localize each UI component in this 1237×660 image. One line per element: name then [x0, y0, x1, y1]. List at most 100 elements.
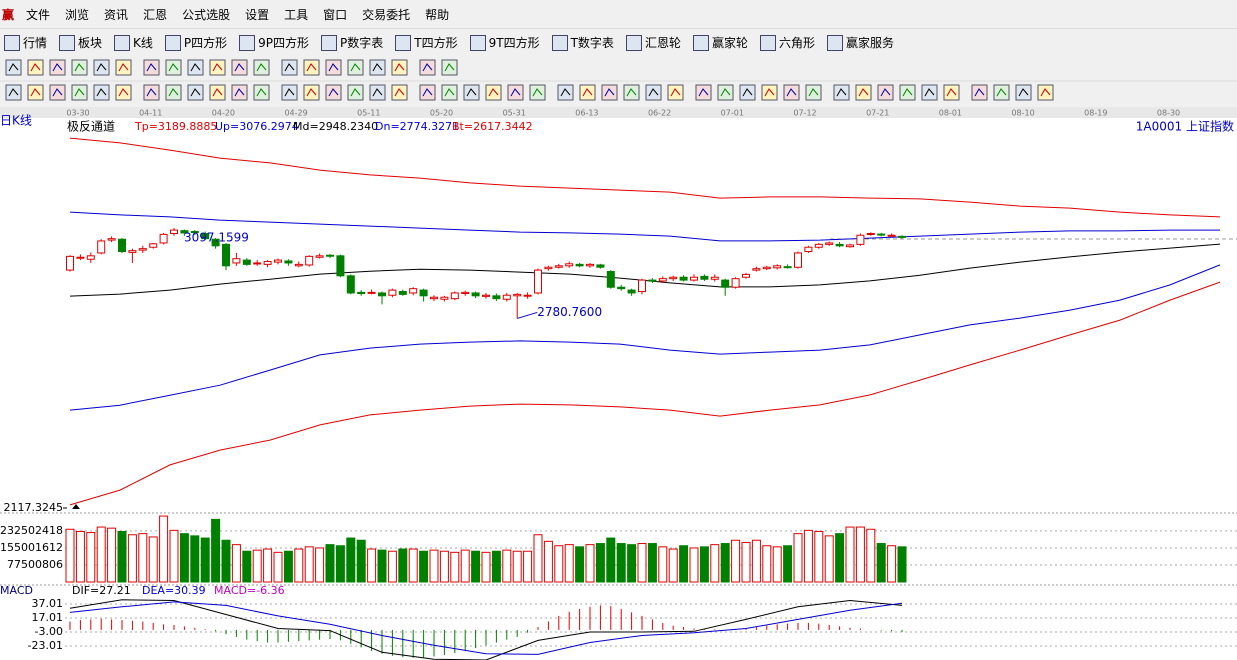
app-logo[interactable]: 赢 — [2, 7, 15, 22]
menu-item[interactable]: 文件 — [26, 7, 51, 22]
toolbar-icon[interactable] — [71, 59, 88, 76]
toolbar-icon[interactable] — [253, 84, 270, 101]
toolbar-button[interactable]: P四方形 — [164, 34, 227, 51]
toolbar-button[interactable]: K线 — [114, 34, 153, 51]
menu-item[interactable]: 浏览 — [65, 7, 90, 22]
toolbar-button[interactable]: T数字表 — [551, 34, 614, 51]
toolbar-icon[interactable] — [971, 84, 988, 101]
toolbar-button[interactable]: 赢家服务 — [826, 34, 894, 51]
toolbar-button[interactable]: 汇恩轮 — [625, 34, 681, 51]
toolbar-button[interactable]: T四方形 — [395, 34, 458, 51]
toolbar-icon[interactable] — [231, 84, 248, 101]
toolbar-icon[interactable] — [783, 84, 800, 101]
toolbar-icon[interactable] — [71, 84, 88, 101]
toolbar-icon[interactable] — [115, 59, 132, 76]
toolbar-button[interactable]: 六角形 — [759, 34, 815, 51]
toolbar-icon[interactable] — [441, 59, 458, 76]
toolbar-icon[interactable] — [855, 84, 872, 101]
toolbar-icon[interactable] — [115, 84, 132, 101]
toolbar-icon[interactable] — [5, 59, 22, 76]
toolbar-icon[interactable] — [93, 84, 110, 101]
toolbar-icon[interactable] — [303, 59, 320, 76]
toolbar-icon[interactable] — [369, 84, 386, 101]
toolbar-button[interactable]: P数字表 — [321, 34, 383, 51]
menu-item[interactable]: 交易委托 — [362, 7, 411, 22]
toolbar-icon[interactable] — [187, 84, 204, 101]
candle-body — [450, 292, 459, 300]
toolbar-icon[interactable] — [5, 84, 22, 101]
toolbar-icon[interactable] — [601, 84, 618, 101]
toolbar-icon[interactable] — [529, 84, 546, 101]
toolbar-icon[interactable] — [463, 84, 480, 101]
toolbar-icon[interactable] — [833, 84, 850, 101]
toolbar-icon[interactable] — [143, 59, 160, 76]
toolbar-icon[interactable] — [419, 84, 436, 101]
toolbar-icon[interactable] — [993, 84, 1010, 101]
icon-glyph — [284, 88, 295, 97]
toolbar-button[interactable]: 板块 — [59, 34, 102, 51]
toolbar-icon[interactable] — [507, 84, 524, 101]
toolbar-icon[interactable] — [419, 59, 436, 76]
toolbar-icon[interactable] — [165, 84, 182, 101]
volume-bar — [523, 550, 533, 583]
toolbar-icon[interactable] — [899, 84, 916, 101]
toolbar-icon[interactable] — [347, 84, 364, 101]
toolbar-icon — [114, 34, 131, 51]
toolbar-icon[interactable] — [557, 84, 574, 101]
toolbar-icon[interactable] — [485, 84, 502, 101]
menu-item[interactable]: 资讯 — [104, 7, 129, 22]
toolbar-icon[interactable] — [49, 59, 66, 76]
menu-item[interactable]: 公式选股 — [182, 7, 231, 22]
menu-item[interactable]: 窗口 — [323, 7, 348, 22]
toolbar-icon[interactable] — [347, 59, 364, 76]
toolbar-icon[interactable] — [921, 84, 938, 101]
toolbar-icon[interactable] — [303, 84, 320, 101]
toolbar-icon[interactable] — [805, 84, 822, 101]
toolbar-icon[interactable] — [143, 84, 160, 101]
toolbar-icon[interactable] — [943, 84, 960, 101]
menu-item[interactable]: 帮助 — [425, 7, 450, 22]
toolbar-icon[interactable] — [695, 84, 712, 101]
volume-bar — [751, 539, 761, 583]
toolbar-icon[interactable] — [1015, 84, 1032, 101]
toolbar-icon[interactable] — [739, 84, 756, 101]
toolbar-icon[interactable] — [325, 84, 342, 101]
toolbar-icon[interactable] — [877, 84, 894, 101]
toolbar-icon[interactable] — [325, 59, 342, 76]
toolbar-icon[interactable] — [761, 84, 778, 101]
toolbar-button[interactable]: 9P四方形 — [239, 34, 309, 51]
toolbar-icon[interactable] — [187, 59, 204, 76]
toolbar-icon[interactable] — [93, 59, 110, 76]
toolbar-icon[interactable] — [441, 84, 458, 101]
toolbar-button[interactable]: 9T四方形 — [469, 34, 540, 51]
menu-item[interactable]: 设置 — [245, 7, 270, 22]
toolbar-icon[interactable] — [717, 84, 734, 101]
toolbar-icon[interactable] — [1037, 84, 1054, 101]
toolbar-icon[interactable] — [623, 84, 640, 101]
candle-body — [170, 229, 178, 235]
toolbar-icon[interactable] — [209, 59, 226, 76]
toolbar-icon[interactable] — [27, 59, 44, 76]
toolbar-icon[interactable] — [281, 84, 298, 101]
menu-item[interactable]: 工具 — [284, 7, 309, 22]
toolbar-button[interactable]: 赢家轮 — [692, 34, 748, 51]
toolbar-icon[interactable] — [231, 59, 248, 76]
candle-body — [658, 278, 667, 282]
toolbar-icon[interactable] — [579, 84, 596, 101]
toolbar-icon[interactable] — [281, 59, 298, 76]
toolbar-icon[interactable] — [49, 84, 66, 101]
toolbar-icon[interactable] — [27, 84, 44, 101]
toolbar-icon[interactable] — [209, 84, 226, 101]
candle-body — [835, 243, 844, 247]
toolbar-button[interactable]: 行情 — [4, 34, 47, 51]
toolbar-icon[interactable] — [667, 84, 684, 101]
toolbar-icon[interactable] — [369, 59, 386, 76]
toolbar-icon[interactable] — [391, 84, 408, 101]
toolbar-icon[interactable] — [253, 59, 270, 76]
volume-bar — [335, 545, 345, 583]
menu-item[interactable]: 汇恩 — [143, 7, 168, 22]
icon-glyph — [74, 88, 85, 97]
toolbar-icon[interactable] — [645, 84, 662, 101]
toolbar-icon[interactable] — [165, 59, 182, 76]
toolbar-icon[interactable] — [391, 59, 408, 76]
